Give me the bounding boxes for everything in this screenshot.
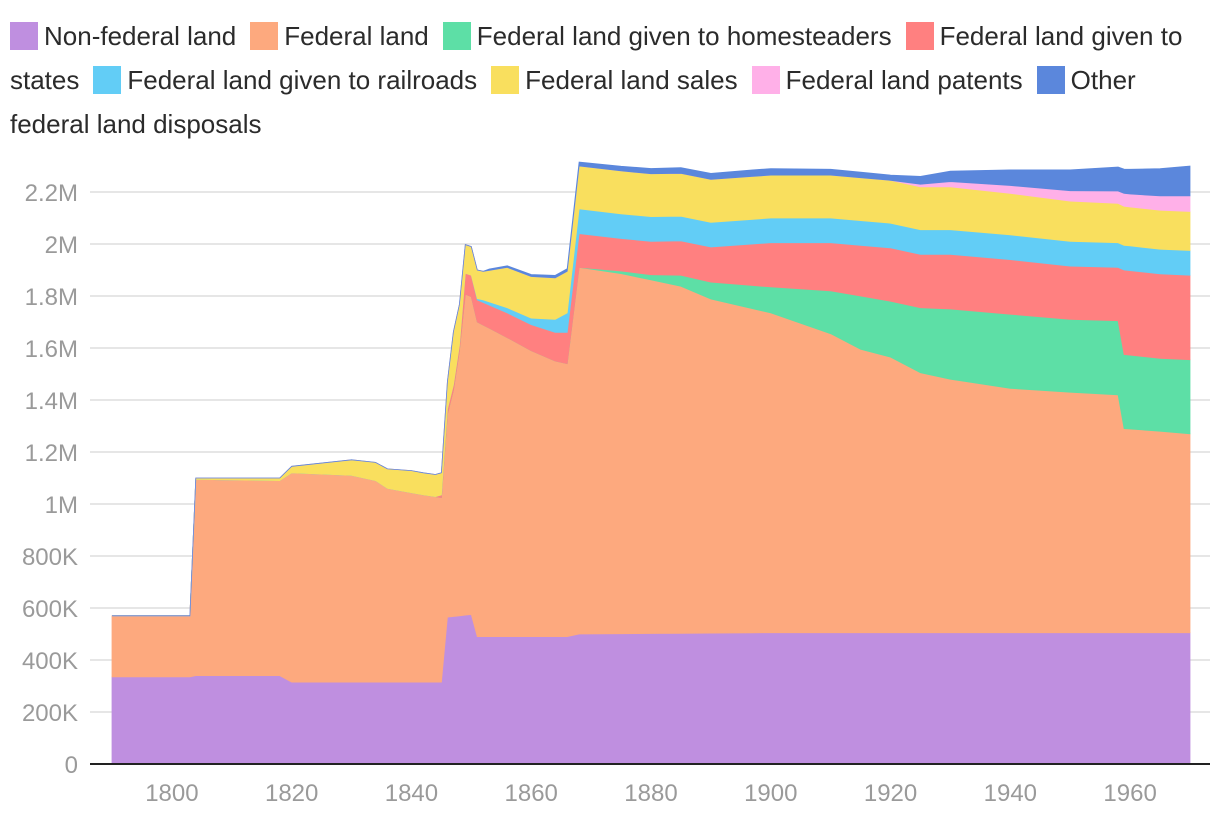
legend-item-non-federal-land: Non-federal land xyxy=(10,21,236,51)
legend-label: Federal land given to railroads xyxy=(127,65,478,95)
area-other-federal-land-disposals xyxy=(112,161,1191,617)
legend-item-federal-land: Federal land xyxy=(250,21,429,51)
legend-item-federal-land-sales: Federal land sales xyxy=(491,65,738,95)
legend-swatch xyxy=(905,22,934,50)
y-tick-label: 2.2M xyxy=(25,180,78,207)
legend-swatch xyxy=(751,66,780,94)
y-tick-label: 1.2M xyxy=(25,440,78,467)
legend-item-other-federal-land-disposals: Other federal land disposals xyxy=(10,65,1136,139)
legend-item-federal-land-patents: Federal land patents xyxy=(751,65,1023,95)
legend-label: Federal land given to states xyxy=(10,21,1183,95)
y-tick-label: 1M xyxy=(45,492,78,519)
x-tick-label: 1860 xyxy=(505,780,558,807)
area-series xyxy=(111,161,1191,765)
x-tick-label: 1880 xyxy=(624,780,677,807)
legend-swatch xyxy=(250,22,279,50)
legend-label: Other federal land disposals xyxy=(10,65,1136,139)
chart-legend: Non-federal land Federal land Federal land… xyxy=(10,14,1210,146)
legend-item-federal-land-given-to-homesteaders: Federal land given to homesteaders xyxy=(442,21,892,51)
x-tick-label: 1920 xyxy=(864,780,917,807)
legend-swatch xyxy=(1036,66,1065,94)
y-tick-label: 1.6M xyxy=(25,336,78,363)
legend-label: Federal land xyxy=(284,21,429,51)
y-tick-label: 200K xyxy=(22,700,78,727)
x-tick-label: 1840 xyxy=(385,780,438,807)
axes: 0 200K 400K 600K 800K 1M 1.2M 1.4M 1.6M 1.8M 2M 2.2… xyxy=(22,180,1210,807)
y-tick-label: 800K xyxy=(22,544,78,571)
y-tick-label: 400K xyxy=(22,648,78,675)
x-tick-label: 1900 xyxy=(744,780,797,807)
legend-item-federal-land-given-to-states: Federal land given to states xyxy=(10,21,1182,95)
x-tick-label: 1820 xyxy=(265,780,318,807)
legend-label: Non-federal land xyxy=(44,21,237,51)
legend-swatch xyxy=(491,66,520,94)
x-tick-label: 1800 xyxy=(145,780,198,807)
legend-swatch xyxy=(442,22,471,50)
legend-swatch xyxy=(10,22,38,50)
y-tick-label: 0 xyxy=(65,752,78,779)
y-tick-label: 600K xyxy=(22,596,78,623)
y-tick-label: 2M xyxy=(45,232,78,259)
legend-swatch xyxy=(93,66,122,94)
y-tick-label: 1.4M xyxy=(25,388,78,415)
legend-label: Federal land patents xyxy=(785,65,1023,95)
y-tick-label: 1.8M xyxy=(25,284,78,311)
x-tick-label: 1960 xyxy=(1103,780,1156,807)
legend-label: Federal land sales xyxy=(525,65,738,95)
x-tick-label: 1940 xyxy=(984,780,1037,807)
legend-label: Federal land given to homesteaders xyxy=(476,21,892,51)
legend-item-federal-land-given-to-railroads: Federal land given to railroads xyxy=(93,65,477,95)
